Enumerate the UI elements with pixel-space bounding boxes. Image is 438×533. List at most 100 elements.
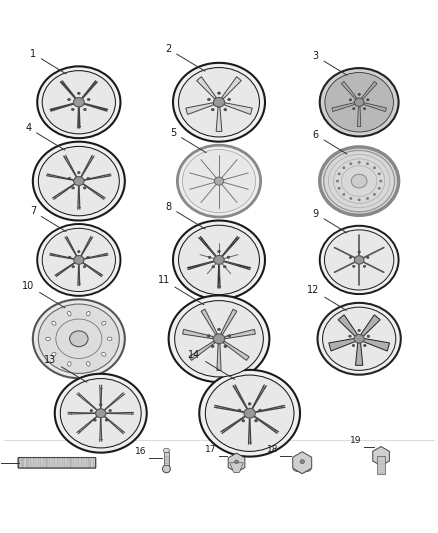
Ellipse shape xyxy=(350,163,352,165)
Bar xyxy=(62,458,65,467)
Polygon shape xyxy=(356,343,363,365)
Ellipse shape xyxy=(378,173,380,175)
Bar xyxy=(67,458,70,467)
Ellipse shape xyxy=(367,256,369,259)
Polygon shape xyxy=(221,309,237,335)
Text: 10: 10 xyxy=(22,280,65,308)
Polygon shape xyxy=(225,329,255,338)
Text: 1: 1 xyxy=(30,49,66,74)
Ellipse shape xyxy=(55,374,147,453)
Ellipse shape xyxy=(87,256,89,259)
Text: 6: 6 xyxy=(313,130,347,154)
Ellipse shape xyxy=(37,224,120,296)
Ellipse shape xyxy=(224,345,227,348)
Ellipse shape xyxy=(353,265,355,268)
Ellipse shape xyxy=(78,92,80,94)
Ellipse shape xyxy=(364,108,366,110)
Ellipse shape xyxy=(74,176,84,185)
Ellipse shape xyxy=(238,409,241,411)
Ellipse shape xyxy=(84,108,86,111)
Ellipse shape xyxy=(179,68,259,137)
Ellipse shape xyxy=(90,409,93,411)
Ellipse shape xyxy=(380,180,382,182)
Ellipse shape xyxy=(349,99,352,101)
Ellipse shape xyxy=(163,448,170,453)
Polygon shape xyxy=(341,82,357,100)
Ellipse shape xyxy=(320,147,399,215)
Bar xyxy=(28,458,31,467)
Ellipse shape xyxy=(67,98,71,101)
Ellipse shape xyxy=(300,460,304,464)
Ellipse shape xyxy=(52,352,56,356)
Ellipse shape xyxy=(343,193,345,196)
Polygon shape xyxy=(230,463,243,472)
Ellipse shape xyxy=(162,465,170,473)
Bar xyxy=(57,458,60,467)
Text: 8: 8 xyxy=(166,201,205,229)
Ellipse shape xyxy=(52,321,56,325)
Bar xyxy=(76,458,79,467)
Ellipse shape xyxy=(94,419,96,421)
Ellipse shape xyxy=(207,335,210,337)
Text: 19: 19 xyxy=(350,436,361,445)
Ellipse shape xyxy=(208,98,210,101)
Ellipse shape xyxy=(218,92,220,94)
Ellipse shape xyxy=(211,345,214,348)
Ellipse shape xyxy=(33,142,125,221)
Ellipse shape xyxy=(224,108,226,111)
Polygon shape xyxy=(197,77,216,99)
Ellipse shape xyxy=(366,197,369,199)
Ellipse shape xyxy=(358,251,360,253)
Polygon shape xyxy=(373,447,389,466)
Ellipse shape xyxy=(242,419,245,422)
Ellipse shape xyxy=(227,256,230,259)
Ellipse shape xyxy=(99,403,102,406)
Ellipse shape xyxy=(228,335,231,337)
Ellipse shape xyxy=(358,93,360,95)
Ellipse shape xyxy=(212,265,215,268)
Ellipse shape xyxy=(358,329,360,332)
Ellipse shape xyxy=(367,335,370,337)
Ellipse shape xyxy=(358,161,360,163)
Bar xyxy=(91,458,94,467)
Ellipse shape xyxy=(353,108,355,110)
Ellipse shape xyxy=(374,454,388,458)
Ellipse shape xyxy=(213,334,225,344)
Ellipse shape xyxy=(293,466,311,472)
Ellipse shape xyxy=(373,167,376,169)
Ellipse shape xyxy=(235,460,238,464)
Ellipse shape xyxy=(39,147,119,216)
Ellipse shape xyxy=(109,409,111,411)
Ellipse shape xyxy=(367,99,369,101)
Ellipse shape xyxy=(349,335,351,337)
Ellipse shape xyxy=(358,199,360,201)
Text: 9: 9 xyxy=(313,209,347,233)
Ellipse shape xyxy=(37,66,120,138)
Polygon shape xyxy=(189,341,215,360)
Text: 17: 17 xyxy=(205,445,217,454)
Ellipse shape xyxy=(74,255,84,264)
Ellipse shape xyxy=(78,251,80,253)
FancyBboxPatch shape xyxy=(18,457,95,468)
Ellipse shape xyxy=(258,409,261,411)
Text: 12: 12 xyxy=(307,285,346,310)
Ellipse shape xyxy=(318,303,401,375)
Ellipse shape xyxy=(182,149,256,213)
Bar xyxy=(86,458,89,467)
Text: 4: 4 xyxy=(25,123,65,150)
Polygon shape xyxy=(293,452,312,474)
Bar xyxy=(81,458,84,467)
Bar xyxy=(23,458,27,467)
Ellipse shape xyxy=(351,174,367,188)
Polygon shape xyxy=(329,338,355,351)
Ellipse shape xyxy=(349,256,352,259)
Bar xyxy=(377,456,385,474)
Ellipse shape xyxy=(46,337,50,341)
Ellipse shape xyxy=(70,331,88,346)
Text: 13: 13 xyxy=(44,355,87,382)
Ellipse shape xyxy=(320,68,399,136)
Ellipse shape xyxy=(68,256,71,259)
Ellipse shape xyxy=(83,265,86,268)
Ellipse shape xyxy=(364,344,366,346)
Ellipse shape xyxy=(175,301,263,377)
